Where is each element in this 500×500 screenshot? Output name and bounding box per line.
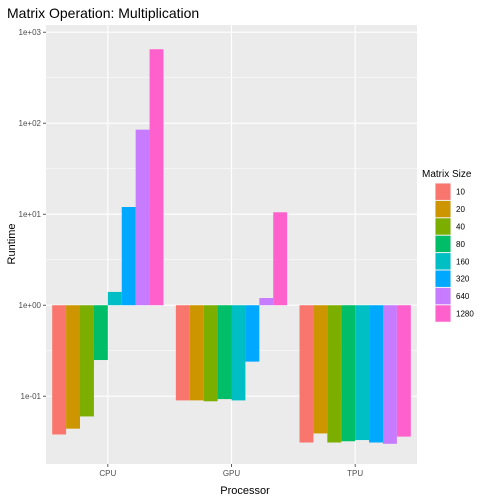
legend-label: 10 [456,188,465,197]
legend-label: 320 [456,275,470,284]
legend-label: 160 [456,257,470,266]
chart-title: Matrix Operation: Multiplication [7,5,199,21]
legend-label: 40 [456,223,465,232]
legend-label: 80 [456,240,465,249]
bar [149,49,164,306]
legend-title: Matrix Size [422,169,472,180]
bar [382,305,397,444]
legend-label: 640 [456,292,470,301]
bar [66,305,81,429]
legend-label: 1280 [456,310,474,319]
legend-swatch [435,287,451,305]
bar [217,305,232,400]
bar [369,305,383,443]
legend-swatch [435,235,451,253]
bar [135,129,150,306]
legend-swatch [435,200,451,218]
x-tick-label: GPU [223,469,241,478]
y-axis-ticks: 1e-01 1e+00 1e+01 1e+02 1e+03 [19,28,46,401]
y-tick-label: 1e+01 [19,210,42,219]
bar [80,305,94,417]
y-tick-label: 1e-01 [21,392,42,401]
bar [107,291,122,306]
x-tick-label: TPU [347,469,363,478]
legend-swatch [435,218,451,235]
legend: Matrix Size 10 20 40 80 160 320 640 1280 [422,169,474,323]
bar [327,305,342,443]
bar [231,305,246,401]
legend-swatch [435,305,451,322]
bar [273,212,288,306]
legend-swatch [435,253,451,270]
y-tick-label: 1e+00 [19,301,42,310]
legend-label: 20 [456,205,465,214]
bar [203,305,218,402]
bar [313,305,328,434]
legend-swatch [435,270,451,287]
bar [93,305,108,361]
bars-group [52,49,411,444]
legend-swatch [435,183,451,200]
bar [396,305,411,437]
bar [52,305,67,435]
bar [341,305,356,442]
x-axis-ticks: CPU GPU TPU [99,464,363,478]
bar [175,305,190,401]
bar [121,207,136,306]
bar [259,298,274,306]
bar [355,305,370,441]
bar [245,305,260,362]
x-tick-label: CPU [99,469,116,478]
y-tick-label: 1e+02 [19,119,42,128]
x-axis-title: Processor [220,485,270,497]
bar [299,305,314,443]
y-tick-label: 1e+03 [19,28,42,37]
bar [189,305,204,401]
y-axis-title: Runtime [6,224,18,265]
